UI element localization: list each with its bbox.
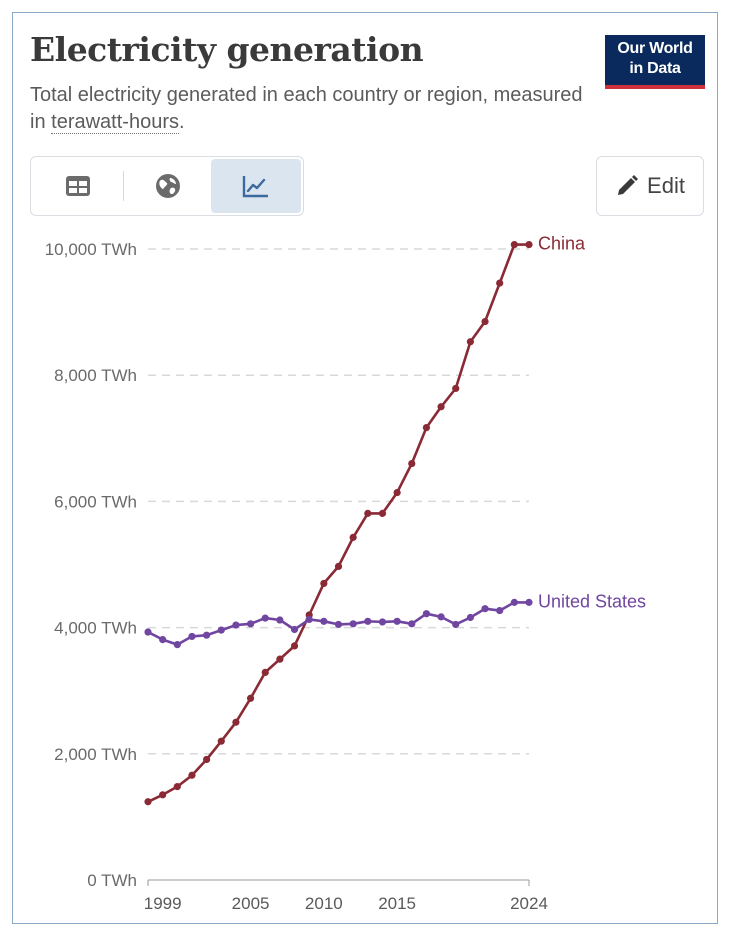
- data-point-united-states: [422, 610, 431, 618]
- tab-map[interactable]: [123, 159, 213, 213]
- logo-line-2: in Data: [629, 60, 681, 77]
- data-point-china: [452, 384, 460, 393]
- x-tick-label: 2024: [510, 894, 548, 913]
- y-tick-label: 0 TWh: [87, 871, 137, 890]
- data-point-china: [173, 783, 181, 791]
- y-tick-label: 10,000 TWh: [45, 240, 137, 259]
- data-point-china: [261, 668, 269, 677]
- tab-chart[interactable]: [211, 159, 301, 213]
- data-point-united-states: [496, 606, 504, 615]
- table-icon: [66, 176, 90, 196]
- data-point-china: [203, 755, 211, 764]
- data-point-china: [408, 459, 416, 468]
- chart-subtitle: Total electricity generated in each coun…: [30, 82, 590, 136]
- data-point-china: [422, 423, 431, 432]
- series-label-china: China: [538, 234, 586, 254]
- y-tick-label: 2,000 TWh: [54, 745, 137, 764]
- data-point-china: [496, 279, 504, 287]
- data-point-united-states: [232, 621, 240, 629]
- data-point-united-states: [144, 628, 152, 636]
- data-point-united-states: [290, 625, 299, 634]
- data-point-china: [437, 403, 445, 411]
- subtitle-end: .: [178, 111, 185, 133]
- series-label-united-states: United States: [538, 591, 646, 611]
- data-point-united-states: [481, 605, 489, 613]
- globe-icon: [156, 174, 180, 198]
- owid-logo[interactable]: Our World in Data: [605, 35, 705, 89]
- data-point-china: [290, 642, 299, 650]
- data-point-china: [393, 488, 401, 497]
- series-line-china: [147, 243, 529, 803]
- y-tick-label: 4,000 TWh: [54, 619, 137, 638]
- data-point-united-states: [320, 617, 328, 625]
- data-point-united-states: [378, 618, 387, 626]
- data-point-united-states: [217, 626, 225, 634]
- data-point-china: [466, 338, 474, 346]
- x-tick-label: 2005: [232, 894, 270, 913]
- subtitle-text: Total electricity generated in each coun…: [30, 84, 583, 133]
- data-point-united-states: [305, 615, 313, 623]
- data-point-united-states: [188, 632, 196, 641]
- data-point-united-states: [276, 616, 284, 624]
- data-point-united-states: [408, 620, 416, 628]
- data-point-united-states: [437, 613, 445, 621]
- y-tick-label: 8,000 TWh: [54, 366, 137, 385]
- data-point-united-states: [452, 620, 460, 629]
- data-point-china: [378, 509, 387, 517]
- data-point-china: [276, 655, 284, 663]
- data-point-united-states: [261, 614, 269, 622]
- data-point-china: [510, 240, 518, 249]
- chart-title: Electricity generation: [30, 30, 424, 69]
- data-point-united-states: [364, 617, 372, 625]
- data-point-united-states: [349, 620, 357, 628]
- data-point-united-states: [510, 598, 518, 606]
- data-point-united-states: [173, 641, 181, 649]
- logo-line-1: Our World: [617, 40, 693, 57]
- edit-button[interactable]: Edit: [596, 156, 704, 216]
- data-point-china: [525, 240, 533, 249]
- data-point-china: [334, 562, 343, 570]
- x-tick-label: 2010: [305, 894, 343, 913]
- data-point-china: [246, 694, 255, 702]
- tab-divider: [123, 171, 124, 201]
- data-point-china: [481, 317, 489, 326]
- data-point-united-states: [159, 635, 167, 644]
- data-point-china: [349, 533, 357, 541]
- y-tick-label: 6,000 TWh: [54, 492, 137, 511]
- data-point-china: [320, 579, 328, 588]
- data-point-united-states: [466, 613, 474, 622]
- line-chart-icon: [242, 176, 268, 198]
- view-tabs: [30, 156, 304, 216]
- pencil-icon: [618, 175, 639, 195]
- data-point-china: [217, 737, 225, 745]
- data-point-china: [232, 718, 240, 726]
- data-point-united-states: [334, 620, 343, 629]
- data-point-china: [159, 791, 167, 799]
- data-point-united-states: [525, 598, 533, 606]
- x-tick-label: 2015: [378, 894, 416, 913]
- data-point-china: [364, 509, 372, 517]
- data-point-united-states: [246, 620, 255, 628]
- data-point-united-states: [393, 617, 401, 625]
- data-point-united-states: [203, 631, 211, 639]
- data-point-china: [144, 798, 152, 806]
- data-point-china: [188, 771, 196, 779]
- x-tick-label: 1999: [144, 894, 182, 913]
- terawatt-hours-link[interactable]: terawatt-hours: [51, 111, 179, 134]
- edit-label: Edit: [647, 173, 685, 198]
- tab-table[interactable]: [33, 159, 123, 213]
